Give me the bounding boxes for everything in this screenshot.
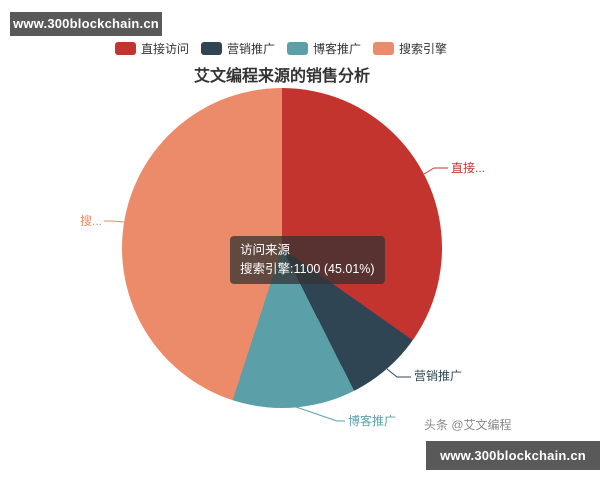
tooltip-series-name: 访问来源 — [240, 243, 291, 257]
legend-item-search[interactable]: 搜索引擎 — [373, 40, 447, 57]
chart-title: 艾文编程来源的销售分析 — [193, 68, 370, 85]
leader-line-marketing — [386, 368, 411, 378]
legend-label-search: 搜索引擎 — [399, 42, 448, 56]
tooltip: 访问来源 搜索引擎:1100 (45.01%) — [230, 236, 385, 284]
legend-label-blog: 博客推广 — [313, 42, 362, 56]
tooltip-value-line: 搜索引擎:1100 (45.01%) — [240, 262, 375, 276]
chart-legend: 直接访问 营销推广 博客推广 搜索引擎 — [0, 40, 562, 57]
legend-label-direct: 直接访问 — [140, 42, 189, 56]
pie-label-blog: 博客推广 — [348, 414, 397, 428]
legend-item-direct[interactable]: 直接访问 — [114, 40, 189, 57]
legend-item-marketing[interactable]: 营销推广 — [200, 40, 275, 57]
legend-marker-blog — [287, 42, 308, 55]
legend-item-blog[interactable]: 博客推广 — [287, 40, 361, 57]
leader-line-blog — [292, 405, 345, 422]
watermark-banner-bottom: www.300blockchain.cn — [426, 441, 600, 470]
leader-line-search — [104, 220, 125, 223]
leader-line-direct — [423, 167, 448, 175]
legend-marker-direct — [114, 42, 136, 55]
watermark-banner-top: www.300blockchain.cn — [10, 12, 162, 36]
pie-label-search: 搜... — [79, 214, 102, 228]
pie-label-direct: 直接... — [451, 161, 486, 175]
legend-marker-marketing — [200, 42, 222, 55]
credit-text: 头条 @艾文编程 — [424, 418, 512, 432]
legend-marker-search — [373, 42, 395, 55]
pie-label-marketing: 营销推广 — [414, 369, 463, 383]
legend-label-marketing: 营销推广 — [226, 42, 275, 56]
